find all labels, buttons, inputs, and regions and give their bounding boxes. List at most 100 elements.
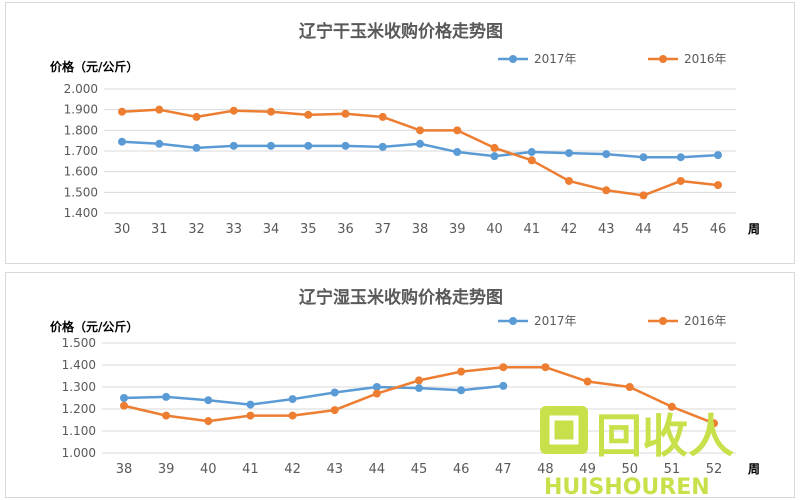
data-point-2017年: [341, 141, 350, 150]
x-tick-label: 44: [635, 222, 652, 237]
data-point-2016年: [667, 402, 676, 411]
data-point-2016年: [229, 106, 238, 115]
x-tick-label: 42: [284, 462, 301, 477]
x-tick-label: 31: [151, 222, 168, 237]
data-point-2017年: [499, 381, 508, 390]
data-point-2017年: [118, 137, 126, 146]
series-line-2017年: [123, 384, 504, 406]
x-tick-label: 46: [453, 462, 470, 477]
data-point-2016年: [714, 181, 722, 190]
data-point-2017年: [192, 143, 201, 152]
data-point-2017年: [246, 400, 255, 409]
x-tick-label: 43: [326, 462, 343, 477]
x-tick-label: 51: [664, 462, 681, 477]
x-tick-label: 40: [200, 462, 217, 477]
data-point-2016年: [192, 112, 201, 121]
legend-label: 2017年: [534, 314, 577, 328]
legend-marker-2016年: [659, 55, 667, 63]
series-line-2016年: [121, 108, 719, 197]
data-point-2016年: [288, 411, 297, 420]
y-tick-label: 1.400: [62, 358, 96, 372]
x-tick-label: 52: [706, 462, 723, 477]
x-tick-label: 39: [449, 222, 466, 237]
data-point-2017年: [453, 148, 462, 157]
data-point-2016年: [602, 186, 611, 195]
y-tick-label: 1.500: [62, 336, 96, 350]
x-tick-label: 38: [116, 462, 133, 477]
x-tick-label: 34: [263, 222, 280, 237]
legend-marker-2017年: [509, 55, 517, 63]
x-axis-label: 周: [748, 222, 760, 236]
data-point-2017年: [267, 141, 275, 150]
data-point-2016年: [267, 107, 275, 116]
chart-panel-dry-corn: 辽宁干玉米收购价格走势图 价格（元/公斤） 1.400 1.500 1.600 1.700…: [5, 2, 795, 264]
data-point-2016年: [499, 363, 508, 372]
y-axis-label: 价格（元/公斤）: [50, 319, 138, 334]
chart-title: 辽宁湿玉米收购价格走势图: [299, 287, 503, 308]
data-point-2016年: [639, 191, 648, 200]
data-point-2016年: [415, 376, 423, 385]
data-point-2017年: [639, 153, 648, 162]
data-point-2017年: [415, 384, 423, 393]
data-point-2016年: [246, 411, 255, 420]
data-point-2017年: [304, 141, 313, 150]
y-tick-label: 1.600: [64, 165, 98, 179]
x-tick-label: 40: [486, 222, 503, 237]
x-tick-label: 41: [242, 462, 259, 477]
x-tick-label: 49: [579, 462, 596, 477]
x-tick-label: 46: [710, 222, 727, 237]
data-point-2017年: [457, 386, 466, 395]
data-point-2016年: [204, 417, 213, 426]
data-point-2017年: [527, 148, 536, 157]
legend-marker-2017年: [509, 317, 517, 325]
data-point-2016年: [710, 419, 718, 428]
y-tick-label: 1.800: [64, 123, 98, 137]
x-tick-label: 39: [158, 462, 175, 477]
y-tick-label: 1.100: [62, 424, 96, 438]
chart-title: 辽宁干玉米收购价格走势图: [299, 21, 503, 42]
data-point-2016年: [541, 363, 550, 372]
data-point-2017年: [676, 153, 685, 162]
data-point-2016年: [583, 377, 592, 386]
data-point-2017年: [155, 139, 164, 148]
x-tick-label: 33: [225, 222, 242, 237]
x-tick-label: 45: [411, 462, 428, 477]
x-tick-label: 45: [672, 222, 689, 237]
data-point-2016年: [341, 109, 350, 118]
x-tick-label: 38: [412, 222, 429, 237]
data-point-2016年: [416, 126, 424, 135]
data-point-2017年: [204, 396, 213, 405]
x-axis-label: 周: [748, 462, 760, 476]
legend-marker-2016年: [659, 317, 667, 325]
data-point-2017年: [416, 139, 424, 148]
y-tick-label: 1.900: [64, 103, 98, 117]
data-point-2017年: [490, 152, 499, 161]
data-point-2017年: [229, 141, 238, 150]
data-point-2016年: [162, 411, 171, 420]
data-point-2016年: [527, 156, 536, 165]
data-point-2016年: [565, 176, 573, 185]
chart-panel-wet-corn: 辽宁湿玉米收购价格走势图 价格（元/公斤） 1.000 1.100 1.200 1.300…: [5, 272, 795, 498]
data-point-2016年: [490, 143, 499, 152]
x-tick-label: 44: [369, 462, 386, 477]
data-point-2017年: [162, 392, 171, 401]
data-point-2016年: [118, 107, 126, 116]
data-point-2017年: [602, 150, 611, 159]
data-point-2017年: [565, 149, 573, 158]
data-point-2017年: [372, 383, 381, 391]
x-tick-label: 41: [523, 222, 540, 237]
data-point-2016年: [453, 126, 462, 135]
data-point-2016年: [457, 367, 466, 376]
data-point-2017年: [378, 142, 387, 151]
y-tick-label: 1.300: [62, 380, 96, 394]
legend-label: 2016年: [684, 314, 727, 328]
data-point-2016年: [676, 176, 685, 185]
data-point-2016年: [625, 383, 634, 391]
y-tick-label: 1.200: [62, 402, 96, 416]
x-tick-label: 47: [495, 462, 512, 477]
watermark-box: [540, 406, 588, 454]
data-point-2017年: [120, 394, 128, 402]
x-tick-label: 50: [621, 462, 638, 477]
x-tick-label: 37: [374, 222, 391, 237]
data-point-2016年: [155, 105, 164, 114]
